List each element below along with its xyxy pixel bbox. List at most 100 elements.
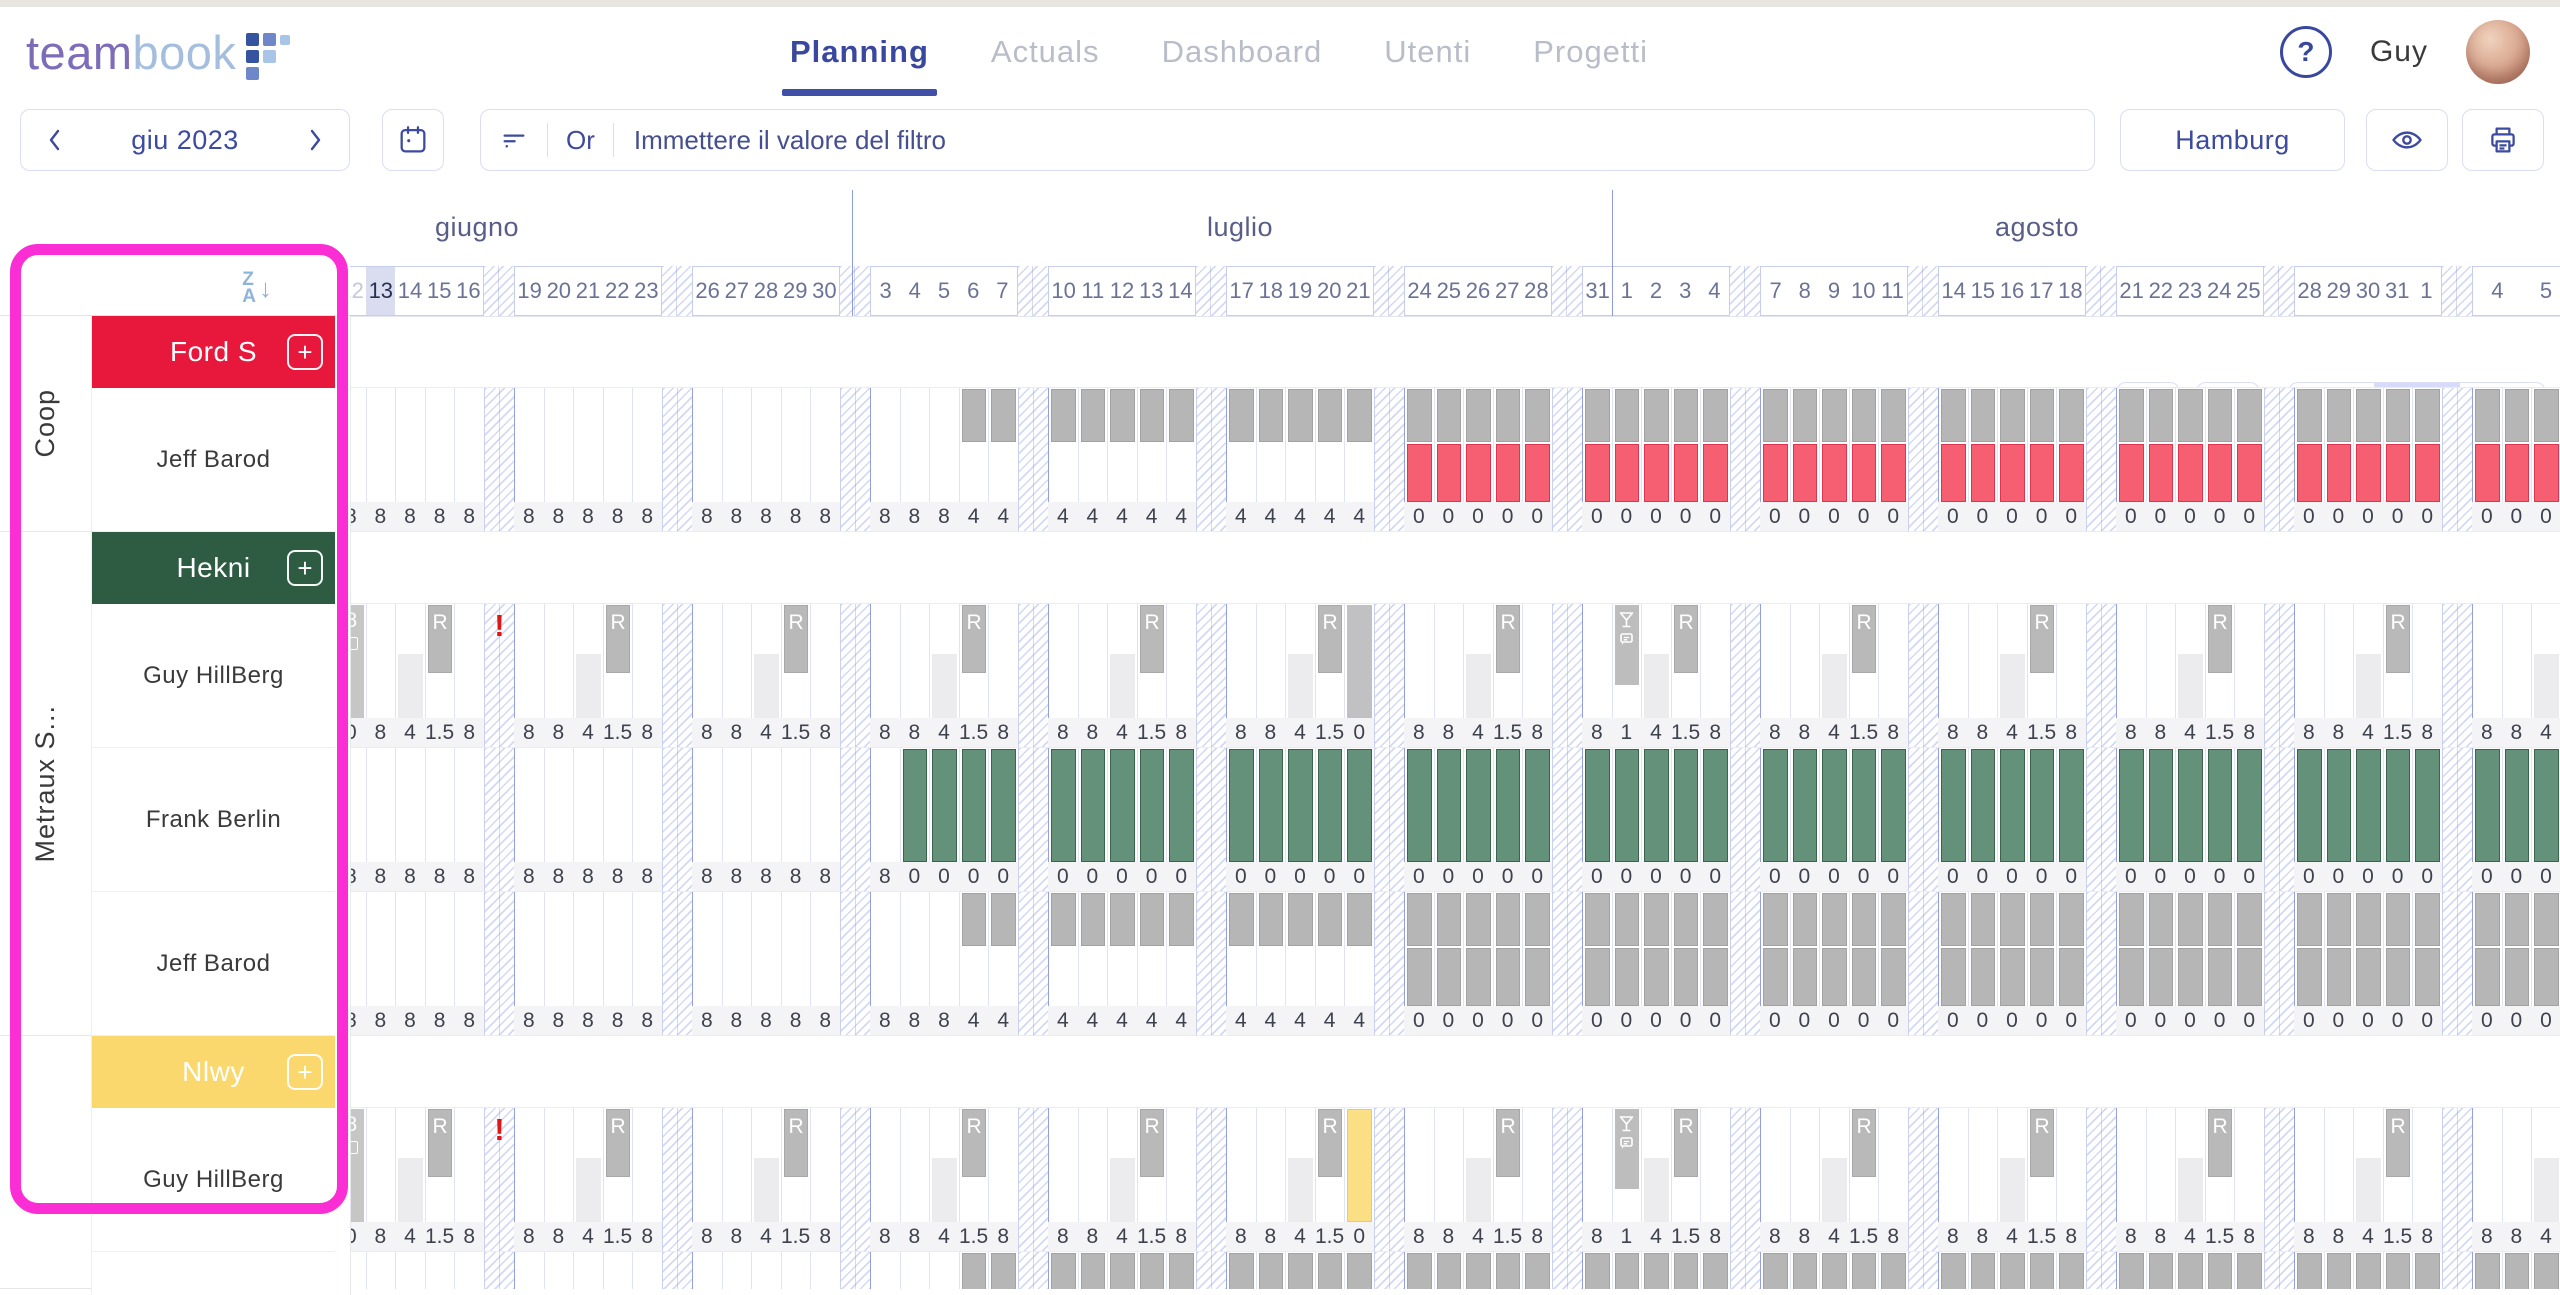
booking-bar[interactable]	[1970, 893, 1996, 946]
booking-bar[interactable]	[991, 893, 1016, 946]
booking-bar[interactable]	[1673, 389, 1699, 442]
project-band[interactable]: Hekni +	[92, 532, 335, 604]
booking-bar[interactable]	[1466, 893, 1491, 946]
booking-bar[interactable]	[1317, 389, 1343, 442]
booking-bar[interactable]	[1495, 444, 1521, 502]
booking-bar[interactable]	[2059, 893, 2084, 946]
booking-bar[interactable]	[2000, 444, 2025, 502]
planning-cell[interactable]	[1641, 1252, 1671, 1289]
booking-bar[interactable]	[2326, 389, 2352, 442]
project-band[interactable]: Nlwy +	[92, 1036, 335, 1108]
booking-bar[interactable]	[1970, 444, 1996, 502]
booking-bar[interactable]	[2385, 948, 2411, 1006]
booking-bar[interactable]	[2178, 1158, 2203, 1222]
add-booking-button[interactable]: +	[287, 550, 323, 586]
sort-descending-icon[interactable]: Z A ↓	[242, 269, 272, 307]
planning-cell[interactable]	[543, 1252, 574, 1289]
planning-cell[interactable]	[1404, 1252, 1434, 1289]
booking-bar[interactable]	[1466, 389, 1491, 442]
booking-bar[interactable]	[2207, 444, 2233, 502]
booking-bar[interactable]	[2475, 389, 2500, 442]
booking-bar[interactable]	[1822, 749, 1847, 862]
booking-bar[interactable]	[2207, 1253, 2233, 1289]
booking-bar[interactable]: R	[2029, 1109, 2055, 1177]
booking-bar[interactable]	[2148, 948, 2174, 1006]
booking-bar[interactable]	[1139, 749, 1165, 862]
booking-bar[interactable]	[2059, 948, 2084, 1006]
filter-icon[interactable]	[499, 125, 529, 155]
booking-bar[interactable]	[2504, 1253, 2530, 1289]
booking-bar[interactable]	[1229, 749, 1254, 862]
booking-bar[interactable]: R	[1139, 605, 1165, 673]
planning-cell[interactable]	[573, 1252, 603, 1289]
booking-bar[interactable]	[1169, 749, 1194, 862]
booking-bar[interactable]	[2237, 444, 2262, 502]
booking-bar[interactable]	[1466, 749, 1491, 862]
planning-cell[interactable]	[2472, 1252, 2502, 1289]
booking-bar[interactable]	[2178, 389, 2203, 442]
booking-bar[interactable]	[2326, 444, 2352, 502]
booking-bar[interactable]	[1288, 389, 1313, 442]
booking-bar[interactable]	[2119, 749, 2144, 862]
booking-bar[interactable]	[1139, 1253, 1165, 1289]
booking-bar[interactable]: R	[2207, 605, 2233, 673]
booking-bar[interactable]	[1644, 948, 1669, 1006]
booking-bar[interactable]	[2504, 749, 2530, 862]
booking-bar[interactable]	[1407, 1253, 1432, 1289]
booking-bar[interactable]	[2119, 1253, 2144, 1289]
planning-cell[interactable]	[1166, 1252, 1196, 1289]
group-cell[interactable]: Metraux S...	[0, 532, 91, 1036]
booking-bar[interactable]	[1881, 1253, 1906, 1289]
booking-bar[interactable]	[2029, 893, 2055, 946]
booking-bar[interactable]	[1673, 749, 1699, 862]
booking-bar[interactable]	[1822, 948, 1847, 1006]
booking-bar[interactable]	[1851, 893, 1877, 946]
booking-bar[interactable]	[1822, 893, 1847, 946]
booking-bar[interactable]	[1585, 749, 1610, 862]
planning-cell[interactable]	[1433, 1252, 1464, 1289]
planning-cell[interactable]	[2353, 1252, 2383, 1289]
booking-bar[interactable]	[2326, 893, 2352, 946]
prev-month-icon[interactable]	[43, 125, 65, 155]
booking-bar[interactable]	[1673, 444, 1699, 502]
booking-bar[interactable]	[1881, 893, 1906, 946]
booking-bar[interactable]	[1941, 444, 1966, 502]
booking-bar[interactable]	[2534, 654, 2559, 718]
booking-bar[interactable]	[1466, 654, 1491, 718]
planning-cell[interactable]	[2234, 1252, 2264, 1289]
booking-bar[interactable]	[1881, 749, 1906, 862]
booking-bar[interactable]	[2148, 1253, 2174, 1289]
booking-bar[interactable]	[2534, 1253, 2559, 1289]
booking-bar[interactable]	[1763, 1253, 1788, 1289]
booking-bar[interactable]	[2029, 389, 2055, 442]
booking-bar[interactable]	[2297, 948, 2322, 1006]
booking-bar[interactable]	[1169, 389, 1194, 442]
booking-bar[interactable]	[2415, 389, 2440, 442]
planning-cell[interactable]	[1136, 1252, 1167, 1289]
booking-bar[interactable]	[1347, 1109, 1372, 1222]
planning-cell[interactable]	[632, 1252, 662, 1289]
booking-bar[interactable]	[1436, 749, 1462, 862]
print-button[interactable]	[2462, 109, 2544, 171]
office-button[interactable]: Hamburg	[2120, 109, 2345, 171]
booking-bar[interactable]	[1614, 893, 1640, 946]
planning-cell[interactable]	[1760, 1252, 1790, 1289]
booking-bar[interactable]: R	[1139, 1109, 1165, 1177]
booking-bar[interactable]	[1673, 948, 1699, 1006]
booking-bar[interactable]	[1614, 444, 1640, 502]
booking-bar[interactable]: R	[1673, 605, 1699, 673]
booking-bar[interactable]	[1585, 444, 1610, 502]
planning-cell[interactable]	[1670, 388, 1701, 531]
booking-bar[interactable]	[1139, 893, 1165, 946]
booking-bar[interactable]	[1051, 893, 1076, 946]
planning-cell[interactable]	[1048, 1252, 1078, 1289]
booking-bar[interactable]	[1080, 893, 1106, 946]
booking-bar[interactable]	[902, 749, 928, 862]
visibility-button[interactable]	[2366, 109, 2448, 171]
booking-bar[interactable]	[2207, 749, 2233, 862]
booking-bar[interactable]	[1080, 389, 1106, 442]
project-band[interactable]: Ford S +	[92, 316, 335, 388]
booking-bar[interactable]: R	[427, 1109, 453, 1177]
booking-bar[interactable]	[2207, 389, 2233, 442]
booking-bar[interactable]	[1110, 389, 1135, 442]
